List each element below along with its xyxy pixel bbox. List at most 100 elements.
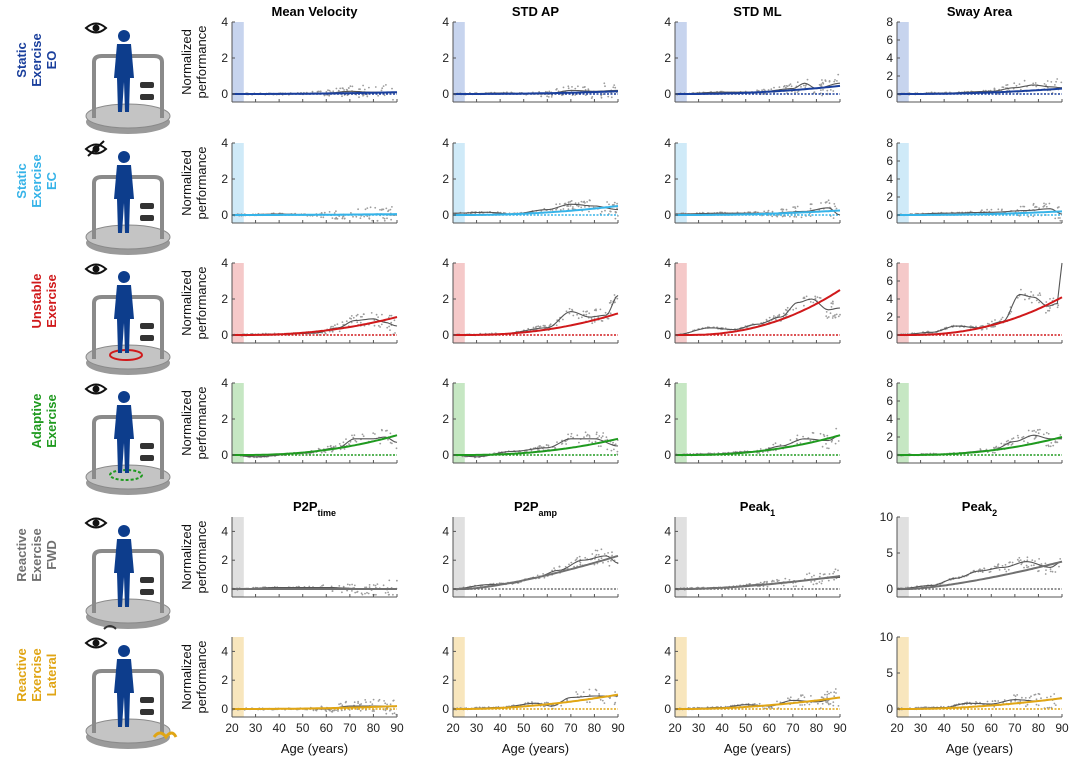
scatter-point bbox=[996, 92, 999, 95]
young-reference-band bbox=[675, 637, 687, 717]
scatter-point bbox=[801, 694, 804, 696]
scatter-point bbox=[369, 701, 372, 703]
scatter-point bbox=[767, 209, 770, 212]
scatter-point bbox=[1048, 202, 1051, 205]
scatter-point bbox=[377, 94, 379, 97]
y-tick-label: 2 bbox=[221, 412, 228, 426]
x-tick-label: 90 bbox=[390, 721, 404, 735]
scatter-point bbox=[759, 448, 762, 450]
person-figure-icon bbox=[114, 271, 134, 353]
scatter-point bbox=[795, 216, 798, 218]
chart-panel: 0 2 4 20 30 40 50 60 70 80 90 Age (years) bbox=[664, 637, 847, 756]
scatter-point bbox=[820, 202, 822, 204]
scatter-point bbox=[1023, 566, 1025, 569]
scatter-point bbox=[389, 441, 392, 444]
y-axis-label-line1: Normalized bbox=[179, 390, 194, 456]
scatter-point bbox=[812, 583, 815, 586]
scatter-point bbox=[320, 212, 323, 214]
scatter-point bbox=[371, 710, 374, 712]
scatter-point bbox=[584, 202, 586, 204]
scatter-point bbox=[597, 316, 600, 319]
scatter-point bbox=[826, 434, 829, 437]
scatter-point bbox=[359, 321, 362, 324]
scatter-point bbox=[320, 216, 322, 219]
scatter-point bbox=[538, 445, 541, 448]
y-tick-label: 2 bbox=[664, 412, 671, 426]
person-head bbox=[118, 151, 130, 163]
scatter-point bbox=[564, 202, 567, 205]
scatter-point bbox=[551, 209, 554, 211]
y-tick-label: 0 bbox=[886, 87, 893, 101]
eye-pupil bbox=[92, 385, 100, 393]
scatter-point bbox=[610, 96, 613, 99]
scatter-point bbox=[766, 450, 769, 453]
y-tick-label: 0 bbox=[664, 87, 671, 101]
scatter-point bbox=[761, 89, 763, 92]
scatter-point bbox=[794, 91, 796, 93]
scatter-point bbox=[1027, 429, 1030, 432]
scatter-point bbox=[756, 452, 759, 454]
y-axis-label: Normalized performance bbox=[179, 521, 209, 594]
y-tick-label: 0 bbox=[221, 328, 228, 342]
scatter-point bbox=[375, 313, 378, 316]
y-tick-label: 2 bbox=[221, 172, 228, 186]
scatter-point bbox=[813, 574, 815, 577]
scatter-point bbox=[354, 591, 357, 594]
chart-panel: 0 2 4 bbox=[664, 376, 841, 464]
scatter-point bbox=[570, 200, 573, 202]
scatter-point bbox=[1037, 429, 1039, 431]
x-tick-label: 90 bbox=[833, 721, 847, 735]
scatter-point bbox=[548, 90, 551, 93]
scatter-point bbox=[782, 208, 785, 211]
scatter-point bbox=[785, 86, 787, 89]
scatter-point bbox=[386, 326, 389, 329]
y-tick-label: 0 bbox=[221, 448, 228, 462]
scatter-point bbox=[341, 216, 344, 218]
trend-fit-line bbox=[897, 296, 1063, 336]
scatter-point bbox=[833, 571, 836, 573]
y-tick-label: 0 bbox=[442, 448, 449, 462]
young-reference-band bbox=[675, 517, 687, 597]
scatter-point bbox=[1005, 440, 1008, 443]
scatter-point bbox=[748, 583, 751, 585]
scatter-point bbox=[1016, 558, 1019, 561]
scatter-point bbox=[356, 313, 359, 316]
scatter-point bbox=[613, 294, 616, 296]
y-tick-label: 2 bbox=[221, 292, 228, 306]
scatter-point bbox=[1005, 84, 1008, 86]
scatter-point bbox=[572, 206, 574, 208]
scatter-point bbox=[1026, 556, 1029, 559]
scatter-point bbox=[333, 212, 336, 214]
scatter-point bbox=[379, 326, 381, 328]
scatter-point bbox=[609, 210, 611, 213]
scatter-point bbox=[530, 449, 533, 452]
scatter-point bbox=[800, 86, 802, 88]
scatter-point bbox=[611, 551, 613, 554]
scatter-point bbox=[1034, 82, 1037, 84]
scatter-point bbox=[388, 579, 391, 582]
scatter-point bbox=[795, 437, 798, 440]
scatter-point bbox=[1025, 564, 1028, 567]
scatter-point bbox=[762, 585, 765, 588]
scatter-point bbox=[1054, 571, 1057, 573]
scatter-point bbox=[1024, 697, 1027, 699]
y-axis-label: Normalized performance bbox=[179, 147, 209, 220]
scatter-point bbox=[562, 318, 564, 321]
person-body bbox=[114, 659, 134, 727]
scatter-point bbox=[556, 441, 558, 443]
scatter-point bbox=[339, 87, 342, 90]
scatter-point bbox=[792, 206, 795, 209]
scatter-point bbox=[817, 702, 819, 705]
scatter-point bbox=[547, 444, 550, 447]
trend-fit-line bbox=[897, 697, 1063, 710]
scatter-point bbox=[803, 84, 805, 87]
scatter-point bbox=[350, 321, 353, 324]
scatter-point bbox=[381, 313, 383, 316]
scatter-point bbox=[975, 701, 977, 703]
scatter-point bbox=[833, 80, 836, 83]
trend-fit-line bbox=[232, 91, 398, 95]
y-tick-label: 4 bbox=[886, 412, 893, 426]
scatter-point bbox=[810, 576, 813, 578]
y-tick-label: 2 bbox=[442, 292, 449, 306]
scatter-point bbox=[1048, 706, 1051, 709]
